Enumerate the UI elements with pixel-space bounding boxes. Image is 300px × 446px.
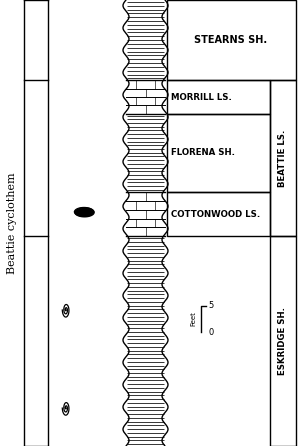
Text: 0: 0 xyxy=(208,328,214,337)
Bar xyxy=(167,80,270,114)
Text: Beattie cyclothem: Beattie cyclothem xyxy=(7,172,17,274)
Text: STEARNS SH.: STEARNS SH. xyxy=(194,35,268,45)
Text: Feet: Feet xyxy=(190,311,196,326)
Text: 5: 5 xyxy=(208,301,214,310)
Bar xyxy=(167,0,296,80)
Text: ESKRIDGE SH.: ESKRIDGE SH. xyxy=(278,307,287,375)
Text: MORRILL LS.: MORRILL LS. xyxy=(171,92,232,102)
Bar xyxy=(167,192,270,236)
Text: COTTONWOOD LS.: COTTONWOOD LS. xyxy=(171,210,260,219)
Bar xyxy=(270,236,296,446)
Bar xyxy=(270,80,296,236)
Text: BEATTIE LS.: BEATTIE LS. xyxy=(278,130,287,187)
Bar xyxy=(167,114,270,192)
Text: FLORENA SH.: FLORENA SH. xyxy=(171,148,235,157)
